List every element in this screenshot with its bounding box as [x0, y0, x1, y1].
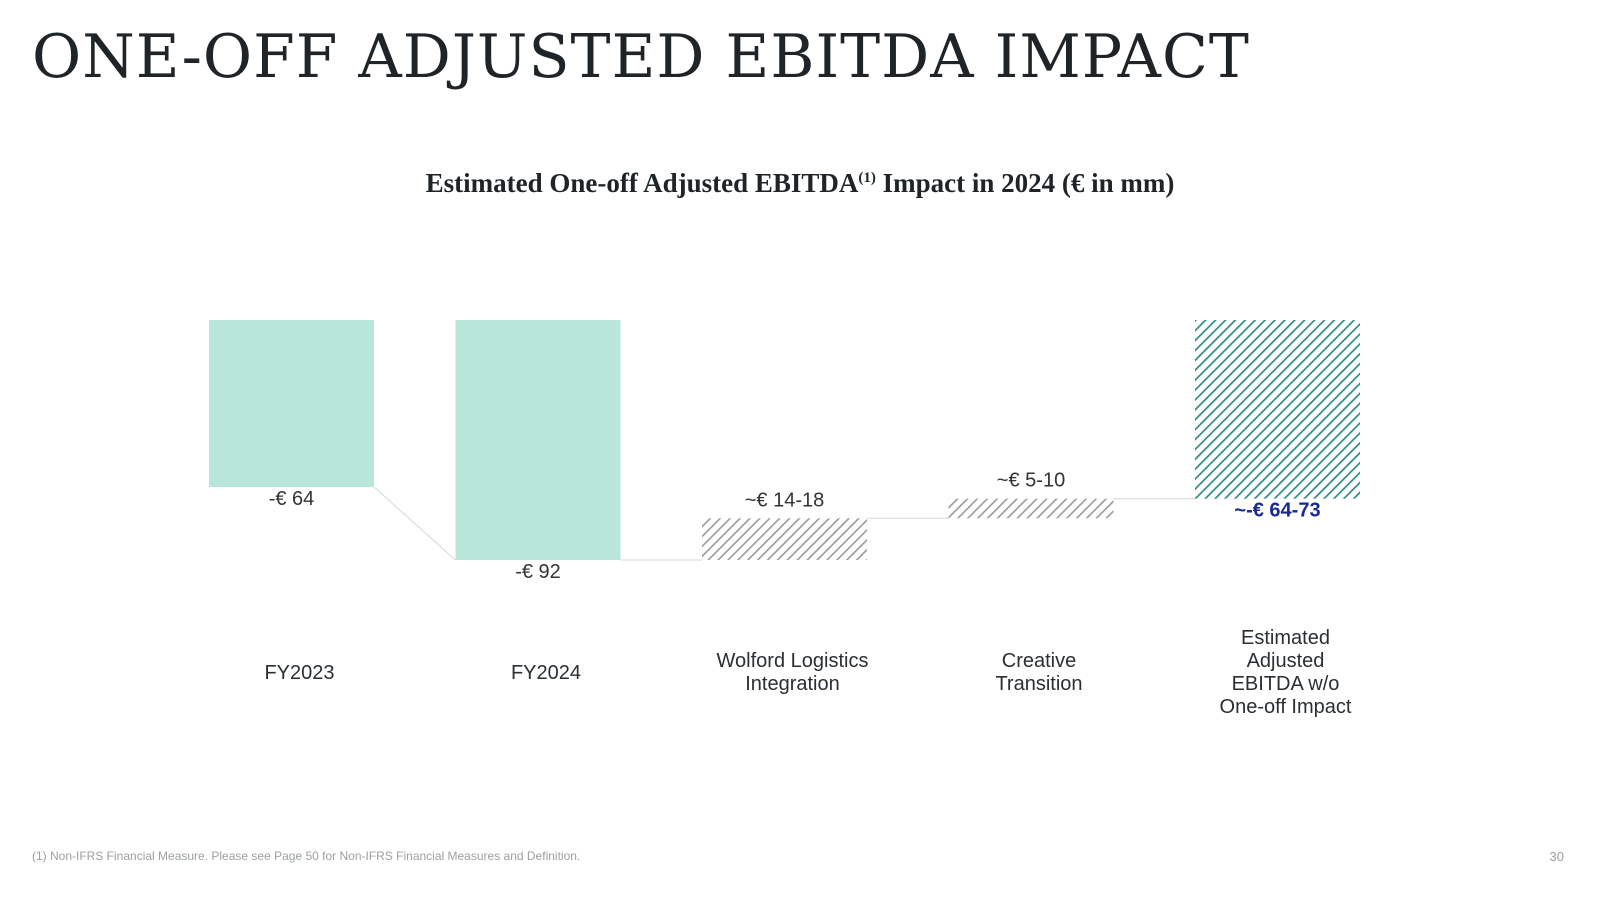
- value-label: -€ 64: [269, 488, 315, 510]
- category-label-line: FY2023: [264, 661, 335, 684]
- chart-title-suffix: Impact in 2024 (€ in mm): [875, 168, 1175, 198]
- category-label-line: Integration: [745, 673, 840, 695]
- category-label-line: Transition: [995, 673, 1083, 695]
- category-label: Estimated Adjusted EBITDA w/o One-off Impac…: [1166, 625, 1406, 721]
- value-label: ~€ 14-18: [745, 489, 825, 511]
- footnote: (1) Non-IFRS Financial Measure. Please s…: [32, 849, 581, 863]
- page-title: ONE-OFF ADJUSTED EBITDA IMPACT: [32, 22, 1250, 92]
- category-label: FY2023: [180, 625, 420, 721]
- chart-title-text: Estimated One-off Adjusted EBITDA: [425, 168, 859, 198]
- bar-creative-transition: [948, 498, 1114, 519]
- category-label-line: Adjusted: [1246, 650, 1325, 672]
- category-label-line: EBITDA w/o: [1231, 673, 1340, 695]
- value-label: ~€ 5-10: [997, 470, 1065, 492]
- category-label-line: Estimated: [1241, 627, 1330, 649]
- page-number: 30: [1549, 849, 1564, 864]
- category-label-line: One-off Impact: [1219, 696, 1352, 718]
- bar-wolford-logistics-integration: [702, 518, 867, 560]
- category-label-line: FY2024: [510, 661, 582, 684]
- connector-line: [373, 486, 456, 561]
- category-label-line: Wolford Logistics: [716, 650, 869, 672]
- value-label: -€ 92: [515, 561, 561, 583]
- chart-title: Estimated One-off Adjusted EBITDA(1) Imp…: [0, 168, 1600, 199]
- chart-title-footnote-marker: (1): [858, 170, 876, 186]
- value-label: ~-€ 64-73: [1234, 500, 1320, 522]
- bar-estimated-adjusted-ebitda-w-o-one-off-impact: [1195, 320, 1360, 499]
- category-label: FY2024: [426, 625, 666, 721]
- category-label: Wolford Logistics Integration: [673, 625, 913, 721]
- bar-fy2023: [209, 320, 374, 487]
- bar-fy2024: [455, 320, 621, 560]
- category-label-line: Creative: [1001, 650, 1077, 672]
- category-label: Creative Transition: [919, 625, 1159, 721]
